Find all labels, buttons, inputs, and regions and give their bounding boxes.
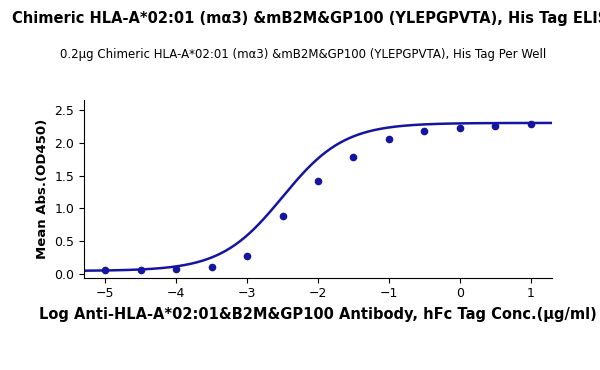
X-axis label: Log Anti-HLA-A*02:01&B2M&GP100 Antibody, hFc Tag Conc.(μg/ml): Log Anti-HLA-A*02:01&B2M&GP100 Antibody,… (39, 307, 597, 322)
Y-axis label: Mean Abs.(OD450): Mean Abs.(OD450) (36, 118, 49, 259)
Text: 0.2μg Chimeric HLA-A*02:01 (mα3) &mB2M&GP100 (YLEPGPVTA), His Tag Per Well: 0.2μg Chimeric HLA-A*02:01 (mα3) &mB2M&G… (60, 48, 546, 61)
Text: Chimeric HLA-A*02:01 (mα3) &mB2M&GP100 (YLEPGPVTA), His Tag ELISA: Chimeric HLA-A*02:01 (mα3) &mB2M&GP100 (… (12, 11, 600, 26)
